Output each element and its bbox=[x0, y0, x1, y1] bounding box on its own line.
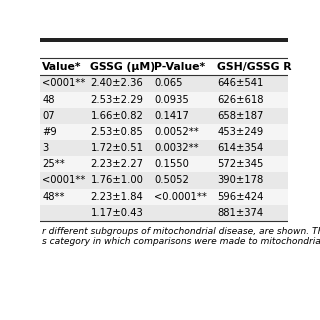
Bar bbox=[40, 38, 288, 42]
Text: Value*: Value* bbox=[42, 62, 82, 72]
Text: <0001**: <0001** bbox=[42, 175, 86, 186]
Text: r different subgroups of mitochondrial disease, are shown. Th: r different subgroups of mitochondrial d… bbox=[42, 227, 320, 236]
Text: 0.1550: 0.1550 bbox=[154, 159, 189, 169]
Text: 453±249: 453±249 bbox=[218, 127, 264, 137]
Bar bbox=[40, 108, 288, 124]
Text: GSH/GSSG R: GSH/GSSG R bbox=[218, 62, 292, 72]
Text: 626±618: 626±618 bbox=[218, 95, 264, 105]
Text: 0.0935: 0.0935 bbox=[154, 95, 189, 105]
Text: 2.53±2.29: 2.53±2.29 bbox=[90, 95, 143, 105]
Text: 596±424: 596±424 bbox=[218, 192, 264, 202]
Text: s category in which comparisons were made to mitochondria: s category in which comparisons were mad… bbox=[42, 237, 320, 246]
Text: 390±178: 390±178 bbox=[218, 175, 264, 186]
Bar bbox=[40, 188, 288, 205]
Text: 48**: 48** bbox=[42, 192, 65, 202]
Text: 0.1417: 0.1417 bbox=[154, 111, 189, 121]
Text: 07: 07 bbox=[42, 111, 55, 121]
Text: 0.0052**: 0.0052** bbox=[154, 127, 199, 137]
Text: P-Value*: P-Value* bbox=[154, 62, 205, 72]
Text: 0.065: 0.065 bbox=[154, 78, 182, 88]
Text: 1.66±0.82: 1.66±0.82 bbox=[90, 111, 143, 121]
Text: 0.5052: 0.5052 bbox=[154, 175, 189, 186]
Text: 25**: 25** bbox=[42, 159, 65, 169]
Bar bbox=[40, 156, 288, 172]
Bar bbox=[40, 140, 288, 156]
Text: 1.72±0.51: 1.72±0.51 bbox=[90, 143, 143, 153]
Text: 658±187: 658±187 bbox=[218, 111, 264, 121]
Bar bbox=[40, 124, 288, 140]
Text: #9: #9 bbox=[42, 127, 57, 137]
Bar bbox=[40, 205, 288, 221]
Text: <0.0001**: <0.0001** bbox=[154, 192, 207, 202]
Text: 2.40±2.36: 2.40±2.36 bbox=[90, 78, 143, 88]
Text: 2.23±1.84: 2.23±1.84 bbox=[90, 192, 143, 202]
Text: 572±345: 572±345 bbox=[218, 159, 264, 169]
Text: 2.53±0.85: 2.53±0.85 bbox=[90, 127, 143, 137]
Text: 48: 48 bbox=[42, 95, 55, 105]
Bar bbox=[40, 172, 288, 188]
Bar bbox=[40, 75, 288, 92]
Text: 646±541: 646±541 bbox=[218, 78, 264, 88]
Text: GSSG (μM): GSSG (μM) bbox=[90, 62, 156, 72]
Text: 614±354: 614±354 bbox=[218, 143, 264, 153]
Bar bbox=[40, 92, 288, 108]
Text: <0001**: <0001** bbox=[42, 78, 86, 88]
Bar bbox=[40, 59, 288, 75]
Text: 2.23±2.27: 2.23±2.27 bbox=[90, 159, 143, 169]
Text: 3: 3 bbox=[42, 143, 49, 153]
Text: 881±374: 881±374 bbox=[218, 208, 264, 218]
Text: 0.0032**: 0.0032** bbox=[154, 143, 198, 153]
Text: 1.76±1.00: 1.76±1.00 bbox=[90, 175, 143, 186]
Text: 1.17±0.43: 1.17±0.43 bbox=[90, 208, 143, 218]
